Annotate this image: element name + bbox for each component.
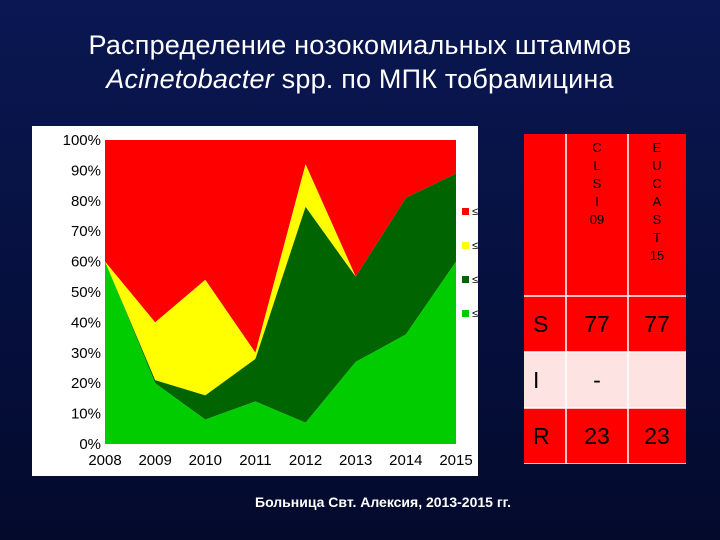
y-tick-label: 0% [79, 436, 101, 453]
table-cell: 23 [644, 423, 670, 449]
y-tick-label: 90% [71, 162, 101, 179]
slide-title: Распределение нозокомиальных штаммов Aci… [0, 28, 720, 96]
y-tick-label: 10% [71, 406, 101, 423]
table-row [524, 352, 686, 408]
legend-swatch [462, 276, 469, 283]
x-tick-label: 2010 [189, 452, 222, 469]
x-tick-label: 2014 [389, 452, 422, 469]
table-row-label: S [533, 311, 548, 337]
x-tick-label: 2015 [439, 452, 472, 469]
y-tick-label: 80% [71, 193, 101, 210]
table-cell: 77 [584, 311, 610, 337]
x-tick-label: 2009 [138, 452, 171, 469]
table-header-1: C L S I 09 [590, 140, 604, 227]
footer-source: Больница Свт. Алексия, 2013-2015 гг. [255, 494, 511, 510]
table-header-bg [524, 134, 686, 296]
legend-swatch [462, 310, 469, 317]
table-cell: 23 [584, 423, 610, 449]
table-row [524, 408, 686, 464]
y-tick-label: 100% [63, 132, 101, 149]
x-tick-label: 2011 [239, 452, 271, 469]
x-tick-label: 2008 [88, 452, 121, 469]
area-series-3 [105, 164, 456, 396]
table-header-2: E U C A S T 15 [650, 140, 664, 263]
table-row [524, 296, 686, 352]
y-tick-label: 50% [71, 284, 101, 301]
chart-panel: 0% 10% 20% 30% 40% 50% 60% 70% 80% 90% 100% 2008 200… [32, 126, 491, 476]
table-cell: 77 [644, 311, 670, 337]
area-series-1 [105, 261, 456, 444]
legend-label: ≤16 [472, 206, 478, 218]
legend-swatch [462, 208, 469, 215]
title-line-2: Acinetobacter spp. по МПК тобрамицина [0, 62, 720, 96]
y-tick-label: 20% [71, 375, 101, 392]
mic-table-grid: C L S I 09 E U C A S T 15 S 77 77 I - R 23 23 [524, 134, 686, 465]
x-tick-label: 2012 [289, 452, 322, 469]
y-tick-label: 60% [71, 254, 101, 271]
y-tick-label: 70% [71, 223, 101, 240]
table-cell: - [593, 367, 601, 393]
area-series-4 [105, 140, 456, 353]
table-row-label: I [533, 367, 539, 393]
title-organism: Acinetobacter [106, 64, 274, 94]
x-tick-label: 2013 [339, 452, 372, 469]
legend-label: ≤4 [472, 274, 478, 286]
title-suffix: spp. по МПК тобрамицина [273, 64, 614, 94]
area-series-2 [105, 173, 456, 423]
legend-label: ≤8 [472, 240, 478, 252]
y-tick-label: 30% [71, 345, 101, 362]
title-line-1: Распределение нозокомиальных штаммов [88, 30, 632, 60]
mic-table: C L S I 09 E U C A S T 15 S 77 77 I - R 23 23 [524, 134, 686, 465]
y-tick-label: 40% [71, 314, 101, 331]
mic-area-chart: 0% 10% 20% 30% 40% 50% 60% 70% 80% 90% 100% 2008 200… [63, 132, 491, 469]
table-row-label: R [533, 423, 550, 449]
legend-label: ≤1 [472, 308, 478, 320]
legend-swatch [462, 242, 469, 249]
